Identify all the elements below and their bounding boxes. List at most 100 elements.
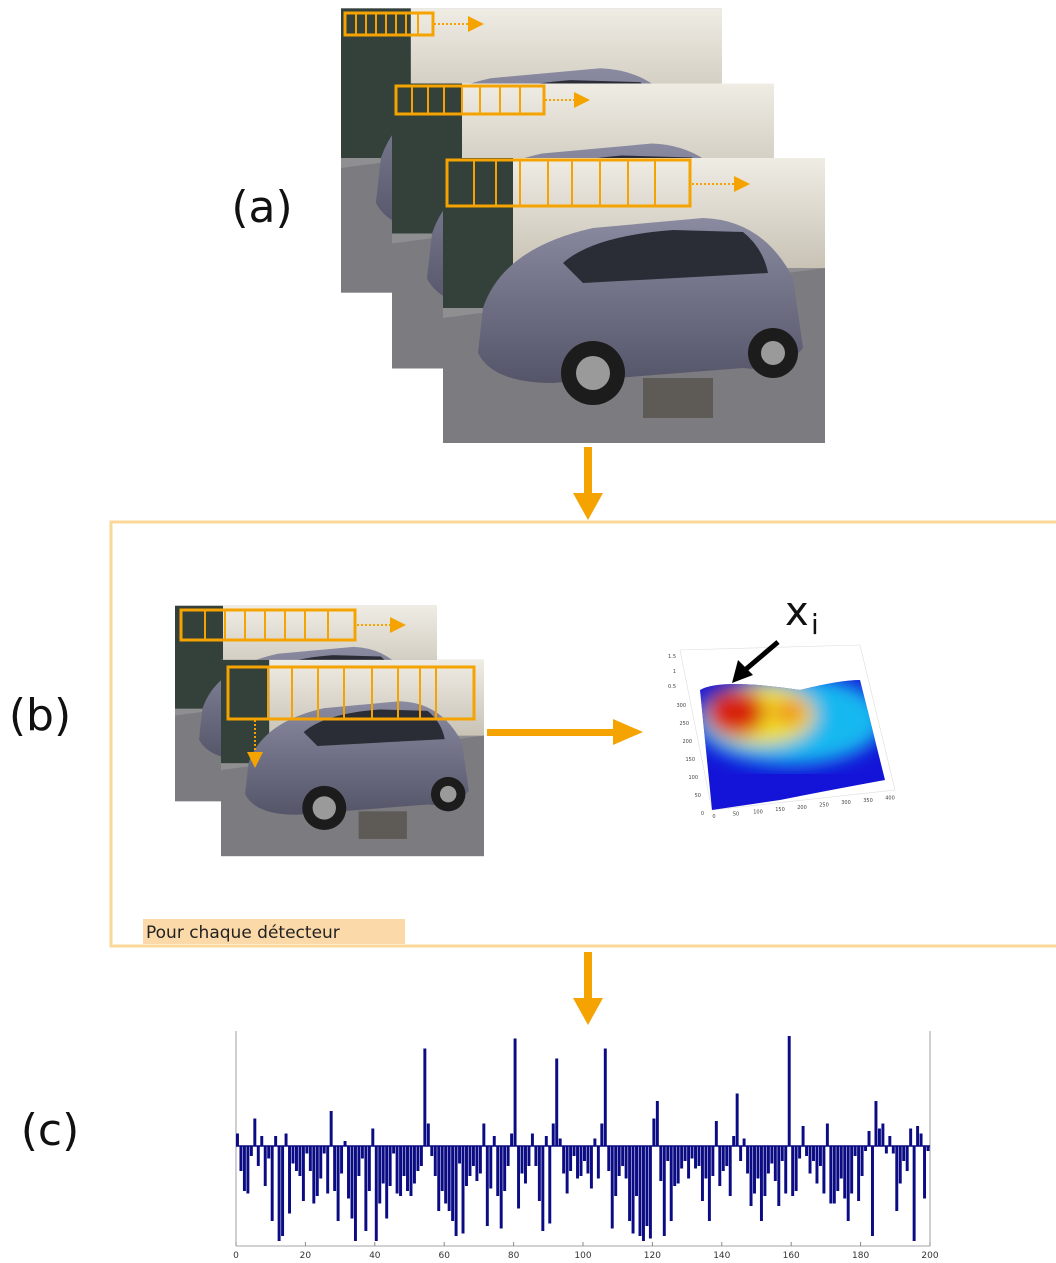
- bar: [323, 1146, 326, 1154]
- x-tick-label: 50: [733, 812, 739, 818]
- bar: [805, 1146, 808, 1156]
- bar: [448, 1146, 451, 1211]
- bar: [482, 1124, 485, 1147]
- bar: [874, 1101, 877, 1146]
- bar: [843, 1146, 846, 1199]
- bar: [361, 1146, 364, 1159]
- bar: [878, 1129, 881, 1147]
- bar: [691, 1146, 694, 1159]
- bar-chart: 020406080100120140160180200: [233, 1031, 939, 1261]
- bar: [517, 1146, 520, 1209]
- bar: [645, 1146, 648, 1226]
- bar: [288, 1146, 291, 1214]
- bar: [732, 1136, 735, 1146]
- z-tick-label: 0.5: [668, 684, 676, 690]
- bar: [243, 1146, 246, 1191]
- bar: [791, 1146, 794, 1196]
- x-tick-label: 200: [921, 1251, 938, 1261]
- bar: [871, 1146, 874, 1236]
- bar: [340, 1146, 343, 1174]
- bar: [274, 1136, 277, 1146]
- bar: [434, 1146, 437, 1176]
- bar: [437, 1146, 440, 1211]
- x-tick-label: 100: [574, 1251, 591, 1261]
- bar: [250, 1146, 253, 1156]
- bar: [458, 1146, 461, 1164]
- bar: [708, 1146, 711, 1221]
- bar: [392, 1146, 395, 1154]
- bar: [472, 1146, 475, 1166]
- bar: [736, 1094, 739, 1147]
- bar: [545, 1136, 548, 1146]
- x-tick-label: 0: [712, 814, 715, 820]
- bar: [906, 1146, 909, 1171]
- bar: [604, 1049, 607, 1147]
- bar: [639, 1146, 642, 1236]
- bar: [673, 1146, 676, 1186]
- bar: [850, 1146, 853, 1194]
- bar: [829, 1146, 832, 1204]
- bar: [715, 1121, 718, 1146]
- x-tick-label: 300: [841, 800, 851, 806]
- bar: [652, 1119, 655, 1147]
- bar: [493, 1136, 496, 1146]
- bar: [441, 1146, 444, 1191]
- bar: [586, 1146, 589, 1174]
- bar: [257, 1146, 260, 1166]
- bar: [444, 1146, 447, 1204]
- bar: [521, 1146, 524, 1174]
- y-tick-label: 100: [688, 775, 698, 781]
- x-tick-label: 150: [775, 807, 785, 813]
- x-tick-label: 40: [369, 1251, 381, 1261]
- bar: [597, 1146, 600, 1179]
- bar: [770, 1146, 773, 1164]
- bar: [753, 1146, 756, 1194]
- bar: [475, 1146, 478, 1181]
- bar: [510, 1134, 513, 1147]
- bar: [378, 1146, 381, 1204]
- bar: [527, 1146, 530, 1166]
- bar: [923, 1146, 926, 1199]
- bar: [635, 1146, 638, 1196]
- bar: [246, 1146, 249, 1194]
- bar: [899, 1146, 902, 1184]
- label-a: (a): [231, 182, 292, 233]
- bar: [486, 1146, 489, 1226]
- bar: [357, 1146, 360, 1176]
- y-tick-label: 150: [685, 757, 695, 763]
- bar: [743, 1139, 746, 1147]
- bar: [680, 1146, 683, 1169]
- bar: [298, 1146, 301, 1176]
- bar: [281, 1146, 284, 1236]
- caption: Pour chaque détecteur: [146, 923, 340, 943]
- bar: [351, 1146, 354, 1219]
- bar: [416, 1146, 419, 1171]
- bar: [593, 1139, 596, 1147]
- z-tick-label: 1: [673, 669, 676, 675]
- bar: [385, 1146, 388, 1219]
- y-tick-label: 300: [676, 703, 686, 709]
- bar: [531, 1134, 534, 1147]
- bar: [552, 1124, 555, 1147]
- bar: [260, 1136, 263, 1146]
- bar: [312, 1146, 315, 1204]
- annotation-subscript: i: [811, 608, 819, 641]
- bar: [503, 1146, 506, 1191]
- bar: [455, 1146, 458, 1236]
- bar: [375, 1146, 378, 1241]
- x-tick-label: 200: [797, 805, 807, 811]
- bar: [583, 1146, 586, 1161]
- bar: [330, 1111, 333, 1146]
- y-tick-label: 50: [695, 793, 701, 799]
- bar: [333, 1146, 336, 1191]
- bar: [670, 1146, 673, 1221]
- bar: [500, 1146, 503, 1229]
- bar: [861, 1146, 864, 1176]
- bar: [795, 1146, 798, 1191]
- bar: [507, 1146, 510, 1166]
- bar: [371, 1129, 374, 1147]
- bar: [774, 1146, 777, 1181]
- bar: [462, 1146, 465, 1234]
- bar: [406, 1146, 409, 1191]
- bar: [285, 1134, 288, 1147]
